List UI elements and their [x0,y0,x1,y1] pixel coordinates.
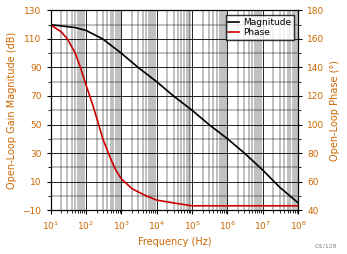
Phase [119,177,124,180]
Phase [94,116,99,119]
Magnitude [225,137,229,140]
Phase [109,157,113,160]
Phase [130,187,134,190]
Phase [278,204,282,207]
Phase [190,204,194,207]
Line: Phase: Phase [51,25,298,206]
Magnitude [242,152,246,155]
Magnitude [155,80,159,83]
Phase [84,83,88,86]
Magnitude [84,29,88,32]
Magnitude [278,186,282,189]
Y-axis label: Open-Loop Phase (°): Open-Loop Phase (°) [330,60,340,161]
Phase [65,37,69,40]
Phase [242,204,246,207]
Phase [73,52,77,55]
Magnitude [296,201,300,204]
Magnitude [49,23,53,26]
Phase [59,30,63,33]
Phase [78,66,83,69]
Y-axis label: Open-Loop Gain Magnitude (dB): Open-Loop Gain Magnitude (dB) [7,32,17,189]
Phase [101,137,105,140]
Magnitude [171,94,176,98]
Phase [207,204,211,207]
X-axis label: Frequency (Hz): Frequency (Hz) [138,237,211,247]
Phase [49,23,53,26]
Magnitude [207,123,211,126]
Magnitude [261,169,265,172]
Magnitude [119,52,124,55]
Phase [155,199,159,202]
Phase [225,204,229,207]
Magnitude [190,109,194,112]
Line: Magnitude: Magnitude [51,25,298,203]
Magnitude [101,37,105,40]
Phase [144,194,148,197]
Phase [261,204,265,207]
Magnitude [136,66,140,69]
Text: D1/128: D1/128 [314,244,337,249]
Phase [296,204,300,207]
Legend: Magnitude, Phase: Magnitude, Phase [226,15,294,40]
Phase [171,201,176,204]
Phase [90,102,94,105]
Magnitude [73,26,77,29]
Phase [114,169,118,172]
